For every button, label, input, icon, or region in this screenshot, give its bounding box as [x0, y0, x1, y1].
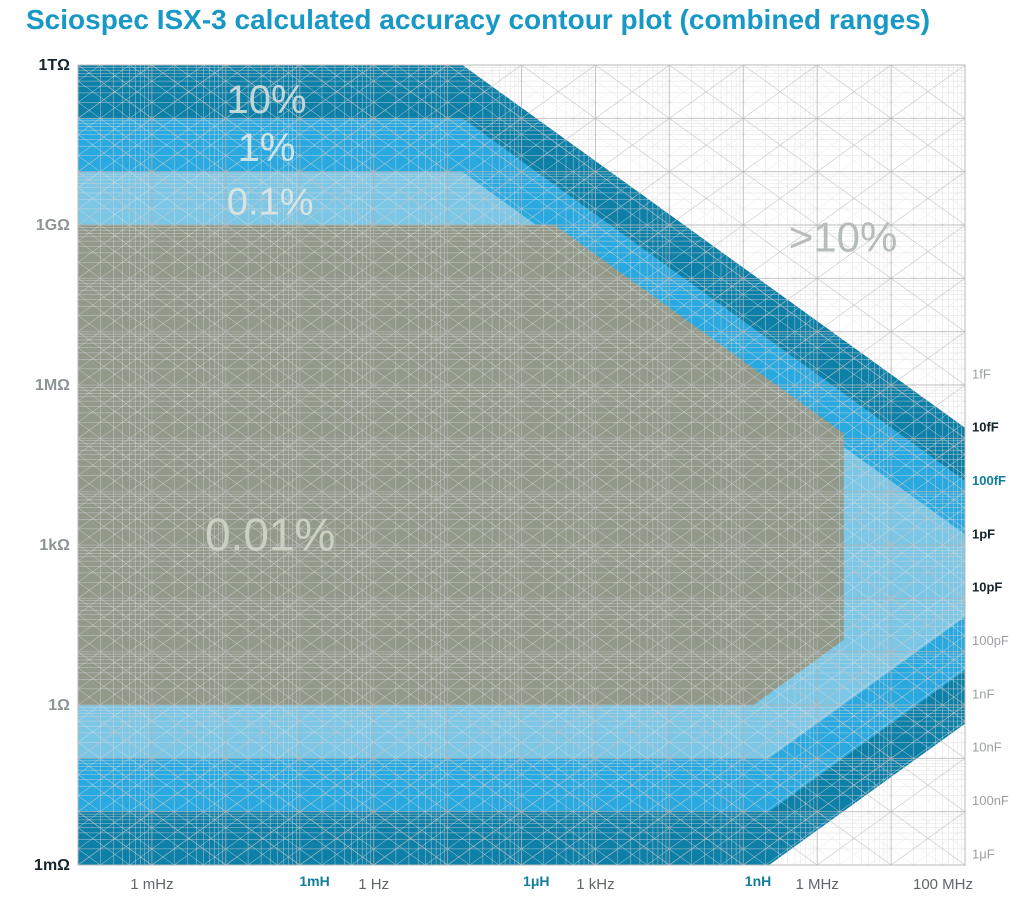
grid-line	[78, 0, 965, 49]
inductance-tick-1μH: 1μH	[523, 873, 549, 889]
region-label-acc-0p1: 0.1%	[227, 181, 314, 223]
grid-line	[78, 0, 965, 28]
x-tick-1 MHz: 1 MHz	[795, 876, 838, 893]
capacitance-tick-10pF: 10pF	[972, 580, 1002, 595]
x-tick-1 mHz: 1 mHz	[130, 876, 173, 893]
x-tick-100 MHz: 100 MHz	[913, 876, 973, 893]
inductance-ticks: 1mH 1μH 1nH	[299, 873, 771, 889]
region-labels: 10%1% 0.1% 0.01% >10%	[205, 78, 897, 560]
region-label-acc-0p01: 0.01%	[205, 508, 335, 560]
grid-line	[78, 0, 965, 49]
inductance-tick-1mH: 1mH	[299, 873, 329, 889]
y-tick-1mΩ: 1mΩ	[34, 857, 70, 874]
region-acc-0p01	[78, 225, 844, 705]
y-tick-1Ω: 1Ω	[48, 697, 70, 714]
grid-line	[964, 65, 965, 66]
region-label-acc-1: 1%	[238, 126, 296, 170]
x-tick-1 kHz: 1 kHz	[576, 876, 614, 893]
capacitance-tick-100pF: 100pF	[972, 633, 1009, 648]
grid-line	[78, 0, 965, 28]
y-tick-1MΩ: 1MΩ	[35, 377, 70, 394]
grid	[78, 0, 965, 865]
plot-border	[77, 64, 966, 866]
y-tick-1GΩ: 1GΩ	[36, 217, 70, 234]
y-tick-1kΩ: 1kΩ	[39, 537, 70, 554]
y-axis-ticks: 1TΩ 1GΩ 1MΩ 1kΩ 1Ω 1mΩ	[34, 57, 70, 874]
capacitance-ticks: 1fF 10fF 100fF 1pF 10pF 100pF 1nF 10nF 100nF 1μF	[972, 366, 1009, 861]
x-axis-ticks: 1 mHz 1 Hz 1 kHz 1 MHz 100 MHz	[130, 876, 973, 893]
capacitance-tick-100nF: 100nF	[972, 793, 1009, 808]
chart-title: Sciospec ISX-3 calculated accuracy conto…	[26, 4, 931, 35]
y-tick-1TΩ: 1TΩ	[39, 57, 71, 74]
x-tick-1 Hz: 1 Hz	[358, 876, 389, 893]
capacitance-tick-1fF: 1fF	[972, 366, 991, 381]
region-label-acc-gt10: >10%	[789, 214, 898, 261]
region-label-acc-10: 10%	[226, 78, 306, 122]
capacitance-tick-1μF: 1μF	[972, 846, 995, 861]
capacitance-tick-1pF: 1pF	[972, 526, 995, 541]
inductance-tick-1nH: 1nH	[745, 873, 771, 889]
capacitance-tick-10nF: 10nF	[972, 740, 1002, 755]
capacitance-tick-1nF: 1nF	[972, 686, 994, 701]
capacitance-tick-100fF: 100fF	[972, 473, 1006, 488]
grid-line	[78, 65, 79, 66]
capacitance-tick-10fF: 10fF	[972, 420, 999, 435]
